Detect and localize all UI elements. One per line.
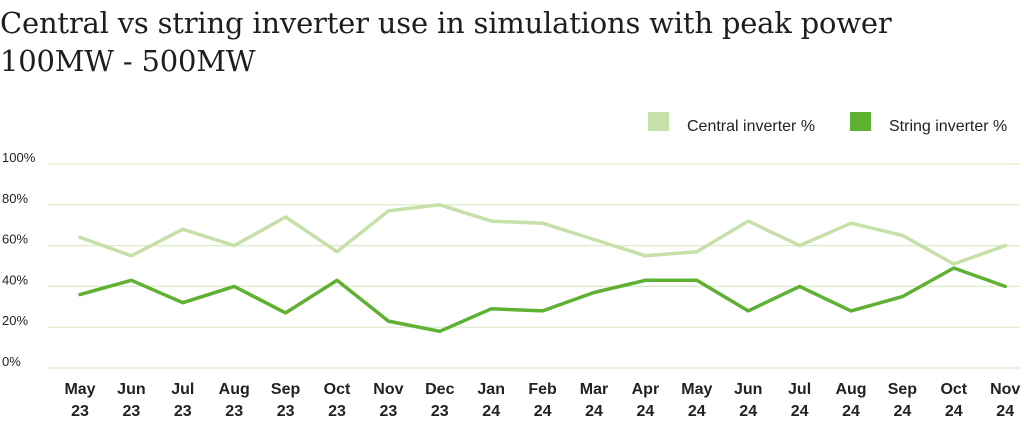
x-tick-label: Oct 23 [324, 381, 351, 420]
y-tick-label: 60% [2, 232, 28, 247]
x-tick-label: Apr 24 [632, 381, 660, 420]
x-tick-label: Jun 23 [117, 381, 145, 420]
x-tick-label: Sep 23 [271, 381, 301, 420]
x-tick-label: Jul 24 [788, 381, 811, 420]
y-tick-label: 0% [2, 354, 21, 369]
x-tick-label: May 23 [64, 381, 95, 420]
legend-swatch-string [850, 112, 871, 131]
legend-label-central: Central inverter % [687, 118, 815, 135]
series-line-central [78, 203, 1007, 266]
x-tick-label: Mar 24 [580, 381, 608, 420]
x-tick-label: Jul 23 [171, 381, 194, 420]
x-tick-label: Nov 24 [990, 381, 1020, 420]
y-tick-label: 40% [2, 272, 28, 287]
gridlines [48, 163, 1020, 369]
x-tick-label: May 24 [681, 381, 712, 420]
x-tick-label: Dec 23 [425, 381, 454, 420]
legend: Central inverter % String inverter % [648, 112, 1007, 135]
x-tick-label: Sep 24 [888, 381, 918, 420]
chart-title: Central vs string inverter use in simula… [0, 6, 892, 78]
x-tick-label: Aug 24 [835, 381, 866, 420]
x-tick-label: Oct 24 [940, 381, 967, 420]
x-tick-label: Nov 23 [373, 381, 403, 420]
series-line-string [78, 266, 1007, 334]
x-tick-label: Feb 24 [528, 381, 557, 420]
legend-swatch-central [648, 112, 669, 131]
x-tick-label: Jan 24 [477, 381, 505, 420]
y-tick-label: 80% [2, 191, 28, 206]
y-tick-label: 100% [2, 150, 36, 165]
x-tick-label: Jun 24 [734, 381, 762, 420]
y-axis-ticks: 0% 20% 40% 60% 80% 100% [2, 150, 36, 369]
x-axis-ticks: May 23 Jun 23 Jul 23 Aug 23 Sep 23 Oct 23 Nov 23 Dec 23… [64, 381, 1020, 420]
legend-label-string: String inverter % [889, 118, 1007, 135]
x-tick-label: Aug 23 [219, 381, 250, 420]
y-tick-label: 20% [2, 313, 28, 328]
series-lines [78, 203, 1007, 334]
